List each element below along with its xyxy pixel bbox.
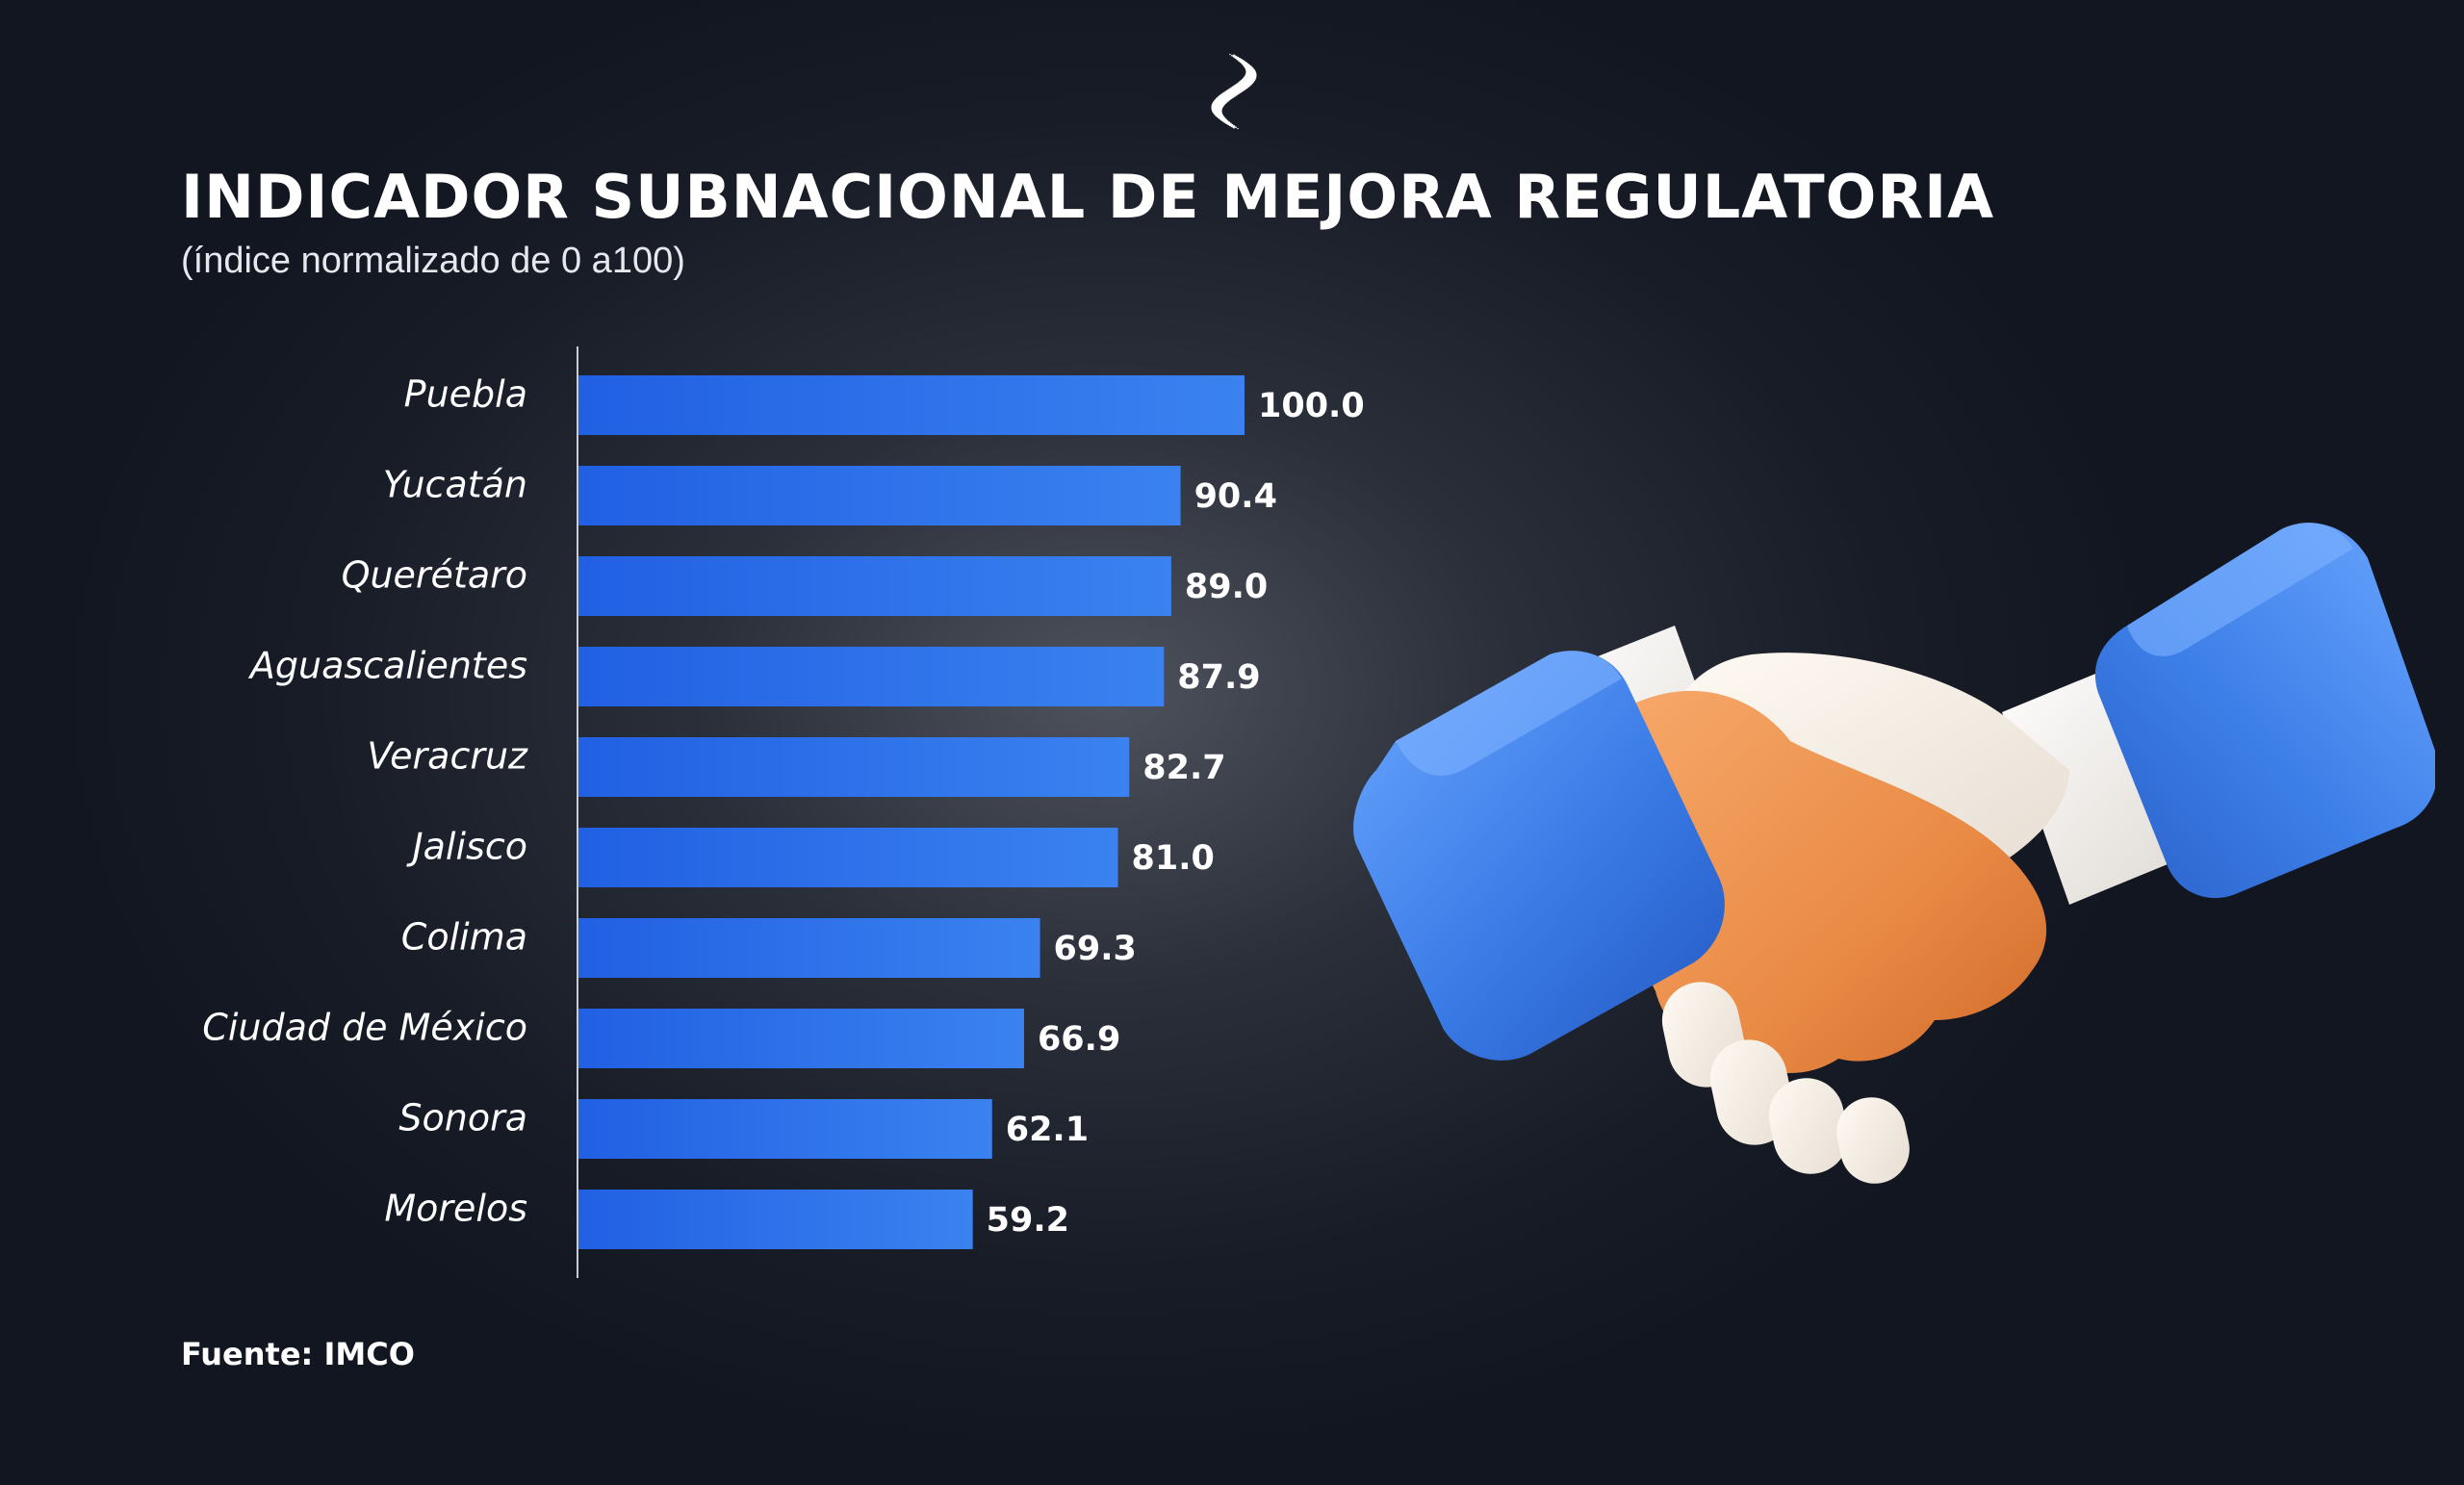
bar (578, 828, 1118, 887)
value-label: 82.7 (1142, 749, 1225, 787)
value-label: 59.2 (987, 1201, 1069, 1240)
handshake-icon (1353, 522, 2435, 1184)
value-label: 100.0 (1258, 387, 1365, 425)
bar (578, 556, 1171, 616)
value-label: 62.1 (1006, 1111, 1089, 1149)
white-fingers (1661, 982, 1910, 1184)
value-label: 81.0 (1132, 839, 1215, 878)
bar (578, 647, 1165, 706)
value-label: 89.0 (1185, 568, 1268, 606)
value-label: 66.9 (1038, 1020, 1120, 1059)
category-label: Yucatán (383, 464, 527, 506)
bar (578, 1009, 1024, 1068)
category-label: Veracruz (367, 735, 528, 778)
value-label: 87.9 (1177, 658, 1260, 697)
category-label: Jalisco (405, 826, 527, 868)
chart-title: INDICADOR SUBNACIONAL DE MEJORA REGULATO… (181, 162, 1995, 232)
orange-hand (1627, 690, 2047, 1073)
value-label: 69.3 (1054, 930, 1137, 968)
source-note: Fuente: IMCO (181, 1336, 415, 1372)
right-cuff (2094, 522, 2435, 899)
left-cuff (1353, 651, 1725, 1061)
category-label: Colima (401, 916, 527, 959)
bar (578, 918, 1040, 978)
bar (578, 1190, 973, 1249)
category-label: Puebla (404, 373, 527, 416)
category-label: Aguascalientes (247, 645, 527, 687)
bar (578, 375, 1245, 435)
category-label: Ciudad de México (202, 1007, 527, 1049)
category-label: Querétaro (342, 554, 527, 597)
dotted-s-logo-icon (1211, 53, 1257, 130)
bar (578, 1099, 992, 1159)
bar (578, 737, 1130, 797)
category-label: Sonora (398, 1097, 527, 1139)
value-label: 90.4 (1194, 477, 1277, 516)
chart-subtitle: (índice normalizado de 0 a100) (181, 241, 685, 281)
category-label: Morelos (384, 1188, 527, 1230)
bar (578, 466, 1181, 525)
